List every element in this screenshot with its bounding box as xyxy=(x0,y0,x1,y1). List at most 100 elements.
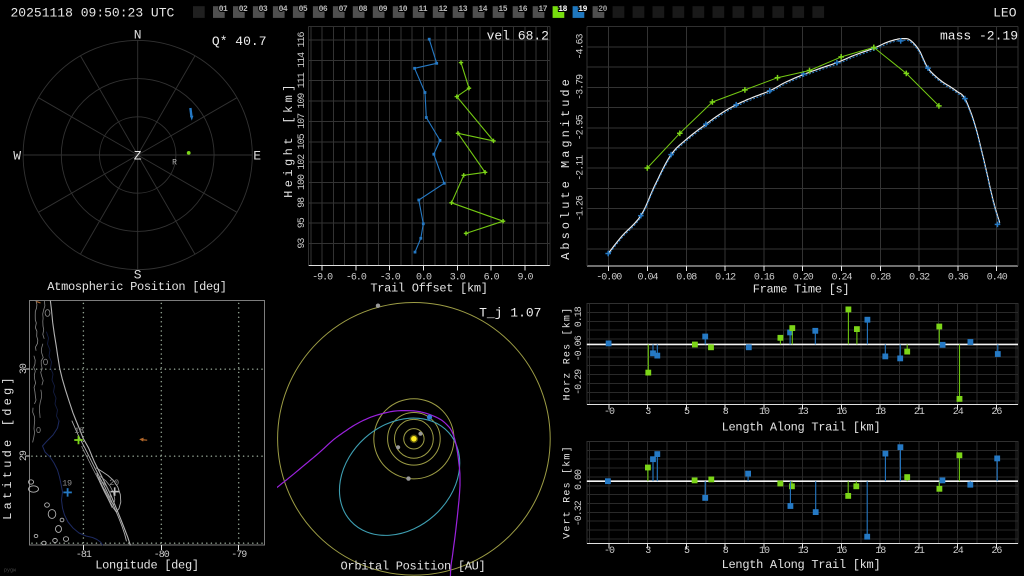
svg-text:-81: -81 xyxy=(76,550,92,561)
svg-text:-0.06: -0.06 xyxy=(574,335,585,361)
svg-text:10: 10 xyxy=(759,546,770,557)
svg-text:0.08: 0.08 xyxy=(676,273,697,284)
svg-text:19: 19 xyxy=(62,479,72,489)
svg-text:0.36: 0.36 xyxy=(948,273,969,284)
svg-text:26: 26 xyxy=(991,407,1002,418)
svg-text:Length Along Trail [km]: Length Along Trail [km] xyxy=(722,558,881,572)
svg-text:16: 16 xyxy=(836,407,847,418)
svg-text:102: 102 xyxy=(297,154,308,170)
svg-text:-0.00: -0.00 xyxy=(596,273,622,284)
svg-text:0.16: 0.16 xyxy=(754,273,775,284)
svg-text:-0: -0 xyxy=(604,546,615,557)
svg-text:111: 111 xyxy=(297,72,308,88)
svg-text:S: S xyxy=(134,268,142,283)
svg-text:Latitude [deg]: Latitude [deg] xyxy=(1,374,15,520)
svg-text:-2.95: -2.95 xyxy=(575,114,586,140)
svg-text:93: 93 xyxy=(297,238,308,249)
svg-text:Atmospheric Position [deg]: Atmospheric Position [deg] xyxy=(47,280,226,294)
svg-text:18: 18 xyxy=(558,5,567,14)
svg-text:98: 98 xyxy=(297,197,308,208)
svg-text:W: W xyxy=(13,149,21,164)
svg-text:0.40: 0.40 xyxy=(987,273,1008,284)
svg-text:24: 24 xyxy=(953,407,964,418)
svg-text:Length Along Trail [km]: Length Along Trail [km] xyxy=(722,420,881,434)
svg-text:-0: -0 xyxy=(604,407,615,418)
svg-text:10: 10 xyxy=(759,407,770,418)
svg-text:-4.63: -4.63 xyxy=(575,34,586,60)
svg-text:26: 26 xyxy=(991,546,1002,557)
svg-text:114: 114 xyxy=(297,52,308,68)
svg-text:13: 13 xyxy=(458,5,467,14)
svg-text:18: 18 xyxy=(74,426,84,436)
svg-text:E: E xyxy=(253,149,261,164)
svg-text:-79: -79 xyxy=(231,550,247,561)
svg-text:Trail Offset [km]: Trail Offset [km] xyxy=(370,282,487,296)
svg-text:3: 3 xyxy=(645,407,651,418)
svg-text:N: N xyxy=(134,28,142,43)
svg-text:09: 09 xyxy=(378,5,387,14)
svg-text:3: 3 xyxy=(645,546,651,557)
svg-text:8: 8 xyxy=(723,407,729,418)
svg-text:Horz Res [km]: Horz Res [km] xyxy=(562,307,574,401)
svg-text:107: 107 xyxy=(297,113,308,129)
svg-text:95: 95 xyxy=(297,217,308,228)
svg-text:0.04: 0.04 xyxy=(637,273,658,284)
svg-text:20: 20 xyxy=(109,478,119,488)
svg-text:vel 68.2: vel 68.2 xyxy=(487,29,549,44)
svg-text:3.0: 3.0 xyxy=(450,272,466,283)
svg-text:109: 109 xyxy=(297,93,308,109)
svg-text:24: 24 xyxy=(953,546,964,557)
svg-text:6.0: 6.0 xyxy=(484,272,500,283)
svg-text:Q* 40.7: Q* 40.7 xyxy=(212,34,267,49)
svg-text:5: 5 xyxy=(684,546,690,557)
svg-text:-3.0: -3.0 xyxy=(380,272,401,283)
svg-text:8: 8 xyxy=(723,546,729,557)
svg-text:13: 13 xyxy=(798,407,809,418)
svg-text:17: 17 xyxy=(538,5,547,14)
svg-text:02: 02 xyxy=(239,5,248,14)
svg-text:LEO: LEO xyxy=(993,6,1017,21)
svg-text:12: 12 xyxy=(438,5,447,14)
svg-text:20251118 09:50:23 UTC: 20251118 09:50:23 UTC xyxy=(11,6,175,21)
svg-text:03: 03 xyxy=(259,5,268,14)
svg-text:05: 05 xyxy=(299,5,308,14)
svg-text:0.24: 0.24 xyxy=(831,273,852,284)
svg-text:15: 15 xyxy=(498,5,507,14)
svg-text:9.0: 9.0 xyxy=(517,272,533,283)
svg-text:Absolute Magnitude: Absolute Magnitude xyxy=(559,76,573,260)
svg-text:19: 19 xyxy=(578,5,587,14)
svg-text:0.28: 0.28 xyxy=(870,273,891,284)
svg-text:0.20: 0.20 xyxy=(793,273,814,284)
svg-text:-80: -80 xyxy=(154,550,170,561)
svg-text:01: 01 xyxy=(219,5,228,14)
svg-text:10: 10 xyxy=(398,5,407,14)
svg-text:06: 06 xyxy=(319,5,328,14)
svg-text:21: 21 xyxy=(914,546,925,557)
svg-text:Vert Res [km]: Vert Res [km] xyxy=(562,445,574,539)
svg-text:0.0: 0.0 xyxy=(416,272,432,283)
svg-text:mass -2.19: mass -2.19 xyxy=(940,29,1018,44)
svg-text:5: 5 xyxy=(684,407,690,418)
svg-text:-0.29: -0.29 xyxy=(574,369,585,395)
svg-text:07: 07 xyxy=(339,5,348,14)
svg-text:105: 105 xyxy=(297,133,308,149)
svg-text:Z: Z xyxy=(134,149,142,164)
svg-text:29: 29 xyxy=(19,450,30,461)
svg-text:14: 14 xyxy=(478,5,487,14)
svg-text:0.00: 0.00 xyxy=(574,469,585,490)
svg-text:11: 11 xyxy=(418,5,427,14)
svg-text:16: 16 xyxy=(518,5,527,14)
svg-text:04: 04 xyxy=(279,5,288,14)
svg-text:-6.0: -6.0 xyxy=(346,272,367,283)
svg-text:08: 08 xyxy=(358,5,367,14)
svg-text:0.18: 0.18 xyxy=(574,306,585,327)
svg-text:-3.79: -3.79 xyxy=(575,74,586,100)
svg-text:13: 13 xyxy=(798,546,809,557)
svg-text:0.32: 0.32 xyxy=(909,273,930,284)
svg-text:pygw: pygw xyxy=(4,568,16,574)
svg-text:-9.0: -9.0 xyxy=(312,272,333,283)
svg-text:30: 30 xyxy=(19,363,30,374)
svg-text:-0.32: -0.32 xyxy=(574,500,585,526)
svg-text:Longitude [deg]: Longitude [deg] xyxy=(95,559,199,573)
svg-text:-2.11: -2.11 xyxy=(575,155,586,181)
